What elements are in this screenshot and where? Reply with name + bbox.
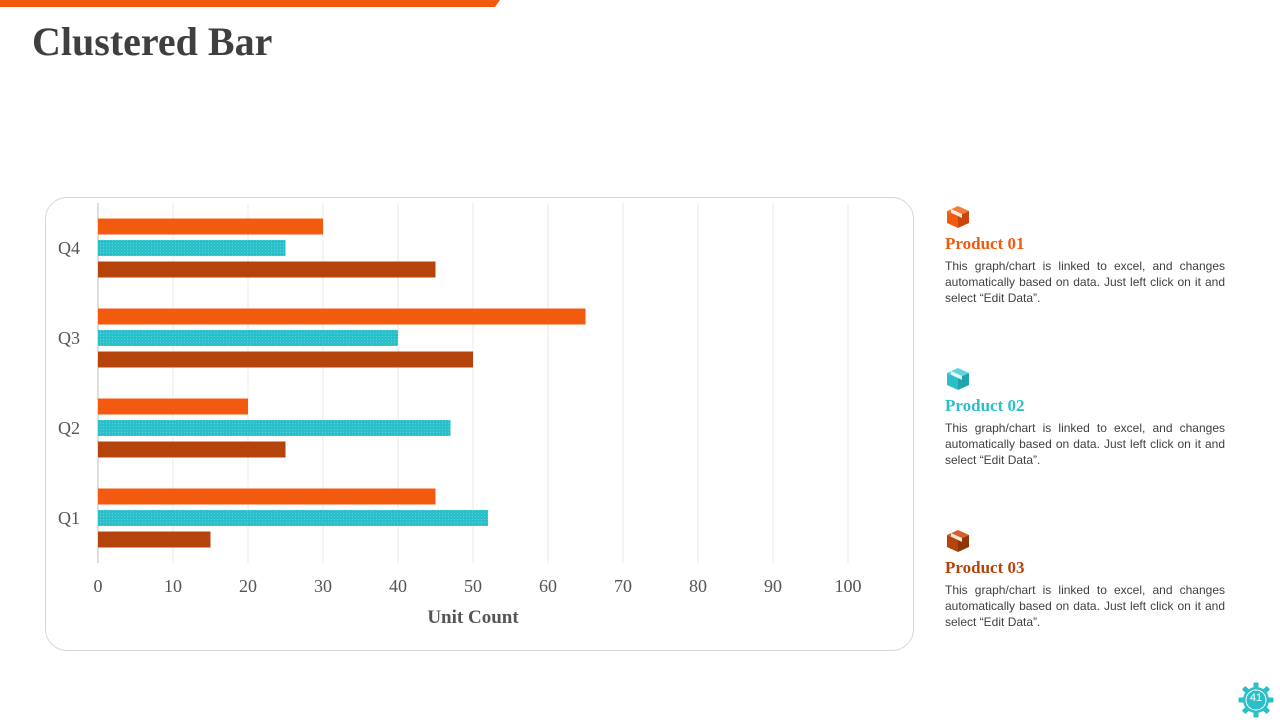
bar-product-01-q4 bbox=[98, 218, 323, 235]
bar-product-03-q1 bbox=[98, 531, 211, 548]
y-tick-label: Q3 bbox=[58, 328, 80, 348]
bar-product-01-q1 bbox=[98, 488, 436, 505]
page-number-badge: 41 bbox=[1237, 681, 1275, 719]
x-tick-label: 20 bbox=[239, 576, 257, 596]
legend-name: Product 03 bbox=[945, 558, 1025, 577]
top-accent-bar bbox=[0, 0, 500, 7]
box-icon bbox=[947, 206, 969, 228]
x-axis-title: Unit Count bbox=[427, 607, 519, 628]
x-tick-label: 40 bbox=[389, 576, 407, 596]
legend-description: This graph/chart is linked to excel, and… bbox=[945, 583, 1225, 629]
box-icon bbox=[947, 368, 969, 390]
bar-product-02-q2 bbox=[98, 420, 451, 436]
legend-name: Product 02 bbox=[945, 396, 1025, 415]
x-tick-label: 70 bbox=[614, 576, 632, 596]
bar-product-02-q3 bbox=[98, 330, 398, 346]
x-tick-label: 0 bbox=[94, 576, 103, 596]
legend-name: Product 01 bbox=[945, 234, 1025, 253]
bar-product-02-q4 bbox=[98, 240, 286, 256]
y-tick-label: Q1 bbox=[58, 508, 80, 528]
x-tick-label: 10 bbox=[164, 576, 182, 596]
gear-icon bbox=[1238, 682, 1274, 718]
bar-product-01-q3 bbox=[98, 308, 586, 325]
page-title: Clustered Bar bbox=[32, 19, 273, 64]
chart-card: 0 10 20 30 40 50 60 70 80 90 100 Unit Count Q1 Q2 Q3 Q4 bbox=[45, 197, 914, 651]
x-tick-label: 90 bbox=[764, 576, 782, 596]
bar-product-03-q2 bbox=[98, 441, 286, 458]
legend-description: This graph/chart is linked to excel, and… bbox=[945, 421, 1225, 467]
page-number: 41 bbox=[1249, 692, 1263, 704]
legend-description: This graph/chart is linked to excel, and… bbox=[945, 259, 1225, 305]
legend-item-product-03: Product 03 This graph/chart is linked to… bbox=[945, 528, 1225, 630]
x-tick-label: 100 bbox=[835, 576, 862, 596]
y-tick-label: Q4 bbox=[58, 238, 80, 258]
x-tick-label: 80 bbox=[689, 576, 707, 596]
clustered-bar-chart: 0 10 20 30 40 50 60 70 80 90 100 Unit Count Q1 Q2 Q3 Q4 bbox=[58, 203, 862, 628]
bar-product-03-q4 bbox=[98, 261, 436, 278]
bar-product-03-q3 bbox=[98, 351, 473, 368]
x-tick-label: 50 bbox=[464, 576, 482, 596]
bar-product-01-q2 bbox=[98, 398, 248, 415]
y-tick-label: Q2 bbox=[58, 418, 80, 438]
x-tick-label: 60 bbox=[539, 576, 557, 596]
bar-product-02-q1 bbox=[98, 510, 488, 526]
legend-item-product-02: Product 02 This graph/chart is linked to… bbox=[945, 366, 1225, 468]
legend-item-product-01: Product 01 This graph/chart is linked to… bbox=[945, 204, 1225, 306]
box-icon bbox=[947, 530, 969, 552]
x-tick-label: 30 bbox=[314, 576, 332, 596]
